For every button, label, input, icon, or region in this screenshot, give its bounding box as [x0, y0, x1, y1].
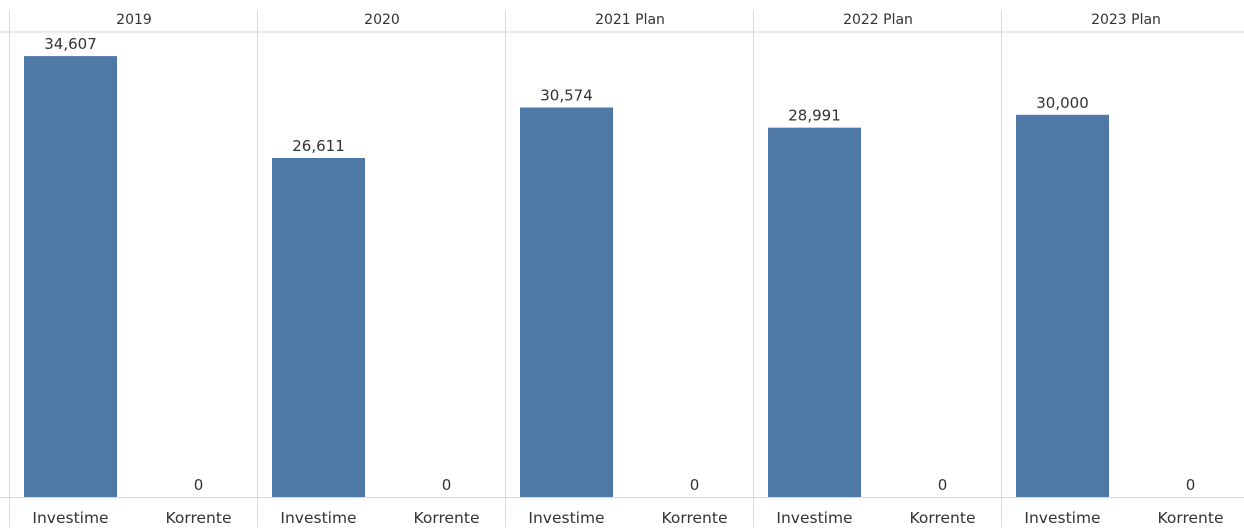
category-label-1-1: Korrente: [414, 509, 480, 527]
category-label-0-0: Investime: [32, 509, 108, 527]
category-label-2-0: Investime: [528, 509, 604, 527]
category-label-3-0: Investime: [776, 509, 852, 527]
data-label-1-1: 0: [442, 476, 452, 494]
panel-header-4: 2023 Plan: [1091, 12, 1161, 28]
category-label-3-1: Korrente: [910, 509, 976, 527]
data-label-3-0: 28,991: [788, 107, 841, 125]
data-label-2-1: 0: [690, 476, 700, 494]
bar-4-0[interactable]: [1016, 114, 1109, 497]
data-label-0-0: 34,607: [44, 35, 97, 53]
panel-header-0: 2019: [116, 12, 152, 28]
category-label-2-1: Korrente: [662, 509, 728, 527]
category-label-4-1: Korrente: [1158, 509, 1224, 527]
data-label-3-1: 0: [938, 476, 948, 494]
category-label-1-0: Investime: [280, 509, 356, 527]
data-label-4-0: 30,000: [1036, 94, 1089, 112]
panel-header-1: 2020: [364, 12, 400, 28]
panel-header-2: 2021 Plan: [595, 12, 665, 28]
bar-3-0[interactable]: [768, 127, 861, 498]
category-label-0-1: Korrente: [166, 509, 232, 527]
data-label-1-0: 26,611: [292, 137, 345, 155]
data-label-2-0: 30,574: [540, 86, 593, 104]
panel-header-3: 2022 Plan: [843, 12, 913, 28]
category-label-4-0: Investime: [1024, 509, 1100, 527]
data-label-0-1: 0: [194, 476, 204, 494]
bar-0-0[interactable]: [24, 56, 117, 497]
data-label-4-1: 0: [1186, 476, 1196, 494]
bar-2-0[interactable]: [520, 107, 613, 498]
bar-1-0[interactable]: [272, 157, 365, 497]
